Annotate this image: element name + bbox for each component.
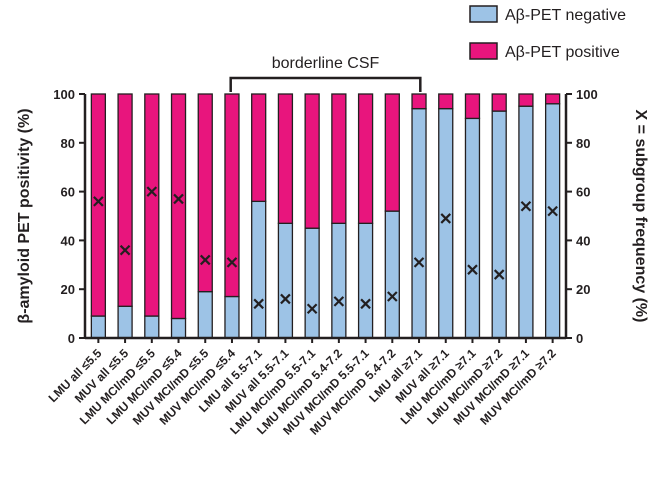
bar-positive bbox=[491, 93, 507, 112]
bar-positive bbox=[224, 93, 240, 298]
frequency-marker bbox=[199, 254, 211, 266]
frequency-marker bbox=[440, 213, 452, 224]
bar-negative bbox=[117, 305, 133, 339]
bar-negative bbox=[170, 317, 187, 339]
bar-negative bbox=[464, 117, 481, 339]
y2-tick-label: 20 bbox=[576, 282, 590, 297]
bar-positive bbox=[357, 93, 374, 224]
bar-positive bbox=[438, 93, 454, 110]
bar-positive bbox=[144, 93, 160, 317]
annotation-label: borderline CSF bbox=[272, 55, 380, 72]
bar-negative bbox=[331, 222, 347, 339]
frequency-marker bbox=[119, 244, 131, 256]
axes-layer: 0 20 40 60 80 100 0 20 40 60 80 100 bbox=[53, 87, 597, 346]
y-tick-label: 20 bbox=[61, 282, 75, 297]
legend: Aβ-PET negative Aβ-PET positive bbox=[469, 5, 626, 61]
frequency-marker bbox=[146, 186, 158, 197]
y2-tick-label: 60 bbox=[576, 185, 590, 200]
bar-positive bbox=[384, 93, 400, 212]
bar-positive bbox=[197, 93, 213, 293]
frequency-marker bbox=[493, 269, 505, 280]
bar-negative bbox=[251, 200, 267, 339]
bar-negative bbox=[411, 107, 427, 339]
legend-label-negative: Aβ-PET negative bbox=[505, 7, 626, 24]
legend-label-positive: Aβ-PET positive bbox=[505, 44, 620, 61]
frequency-marker bbox=[413, 257, 425, 268]
bar-negative bbox=[144, 315, 160, 339]
y-tick-label: 40 bbox=[61, 233, 75, 248]
bars-layer bbox=[90, 93, 561, 339]
y-tick-label: 100 bbox=[53, 87, 75, 102]
frequency-marker bbox=[173, 193, 184, 205]
y2-axis-title: X = subgroup frequency (%) bbox=[632, 110, 649, 323]
bar-negative bbox=[357, 222, 374, 339]
bar-positive bbox=[90, 93, 107, 317]
bar-positive bbox=[464, 93, 481, 120]
y-tick-label: 0 bbox=[68, 331, 75, 346]
bar-negative bbox=[197, 290, 213, 339]
bar-negative bbox=[384, 210, 400, 339]
bar-positive bbox=[331, 93, 347, 224]
y-tick-label: 60 bbox=[61, 185, 75, 200]
frequency-marker bbox=[280, 293, 291, 305]
frequency-marker bbox=[306, 303, 318, 314]
frequency-marker bbox=[333, 296, 345, 307]
frequency-marker bbox=[360, 298, 371, 310]
bar-negative bbox=[277, 222, 294, 339]
legend-swatch-positive bbox=[469, 42, 498, 60]
frequency-marker bbox=[520, 200, 532, 212]
y2-tick-label: 0 bbox=[576, 331, 583, 346]
bar-negative bbox=[518, 105, 534, 339]
frequency-marker bbox=[253, 298, 264, 310]
annotation: borderline CSF bbox=[229, 55, 422, 92]
y2-tick-label: 40 bbox=[576, 233, 590, 248]
bar-negative bbox=[491, 110, 507, 339]
y-axis-title: β-amyloid PET positivity (%) bbox=[16, 108, 33, 323]
bar-negative bbox=[304, 227, 320, 339]
bar-negative bbox=[90, 315, 107, 339]
y2-tick-label: 80 bbox=[576, 136, 590, 151]
bar-positive bbox=[411, 93, 427, 110]
bar-negative bbox=[438, 107, 454, 339]
bar-positive bbox=[518, 93, 534, 107]
frequency-marker bbox=[226, 257, 238, 268]
markers-layer bbox=[93, 186, 558, 314]
bar-positive bbox=[304, 93, 320, 229]
y2-tick-label: 100 bbox=[576, 87, 598, 102]
bar-negative bbox=[544, 103, 561, 339]
bar-positive bbox=[117, 93, 133, 307]
frequency-marker bbox=[547, 205, 558, 217]
bar-positive bbox=[170, 93, 187, 320]
bar-positive bbox=[544, 93, 561, 105]
frequency-marker bbox=[467, 264, 478, 275]
frequency-marker bbox=[387, 291, 398, 302]
annotation-bracket bbox=[229, 76, 422, 92]
y-tick-label: 80 bbox=[61, 136, 75, 151]
bar-positive bbox=[277, 93, 294, 224]
frequency-marker bbox=[93, 196, 104, 207]
legend-swatch-negative bbox=[469, 5, 498, 23]
bar-positive bbox=[251, 93, 267, 203]
bar-negative bbox=[224, 295, 240, 339]
